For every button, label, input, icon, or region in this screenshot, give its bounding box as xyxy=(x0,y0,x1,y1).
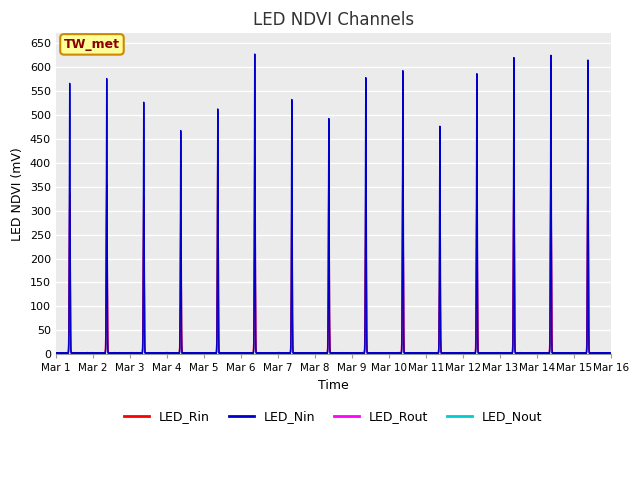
Y-axis label: LED NDVI (mV): LED NDVI (mV) xyxy=(11,147,24,241)
LED_Nout xyxy=(547,321,555,326)
LED_Nout xyxy=(577,350,584,356)
LED_Rin xyxy=(547,152,555,158)
LED_Nin xyxy=(577,350,584,356)
LED_Rin xyxy=(584,188,591,194)
Title: LED NDVI Channels: LED NDVI Channels xyxy=(253,11,414,29)
LED_Nout xyxy=(607,350,614,356)
LED_Nin xyxy=(584,123,591,129)
LED_Nin xyxy=(251,51,259,57)
LED_Rin xyxy=(607,350,614,356)
X-axis label: Time: Time xyxy=(318,379,349,392)
LED_Nout xyxy=(458,350,465,356)
LED_Nin xyxy=(241,350,248,356)
LED_Nout xyxy=(584,325,591,331)
Text: TW_met: TW_met xyxy=(64,38,120,51)
LED_Rout xyxy=(52,350,60,356)
LED_Rout xyxy=(547,152,555,158)
LED_Rout xyxy=(607,350,614,356)
LED_Rout xyxy=(474,208,481,214)
LED_Rin xyxy=(458,350,465,356)
LED_Nin xyxy=(209,350,217,356)
LED_Rin xyxy=(577,350,584,356)
LED_Rout xyxy=(584,196,591,202)
LED_Nout xyxy=(314,350,322,356)
LED_Nout xyxy=(241,350,248,356)
LED_Nin xyxy=(315,350,323,356)
LED_Rout xyxy=(314,350,322,356)
LED_Rout xyxy=(440,350,447,356)
LED_Nout xyxy=(474,328,481,334)
LED_Nin xyxy=(52,350,60,356)
LED_Nin xyxy=(607,350,614,356)
LED_Rin xyxy=(307,350,315,356)
LED_Rin xyxy=(474,225,481,230)
Line: LED_Nout: LED_Nout xyxy=(56,324,611,353)
LED_Nin xyxy=(474,200,481,206)
LED_Rin xyxy=(52,350,60,356)
LED_Rout xyxy=(577,350,584,356)
LED_Nout xyxy=(413,350,421,356)
LED_Rout xyxy=(241,350,248,356)
LED_Rout xyxy=(458,350,465,356)
Line: LED_Rout: LED_Rout xyxy=(56,155,611,353)
LED_Nout xyxy=(52,350,60,356)
Line: LED_Nin: LED_Nin xyxy=(56,54,611,353)
Legend: LED_Rin, LED_Nin, LED_Rout, LED_Nout: LED_Rin, LED_Nin, LED_Rout, LED_Nout xyxy=(119,406,547,429)
LED_Rin xyxy=(315,350,323,356)
LED_Nin xyxy=(458,350,465,356)
LED_Rin xyxy=(241,350,248,356)
Line: LED_Rin: LED_Rin xyxy=(56,155,611,353)
